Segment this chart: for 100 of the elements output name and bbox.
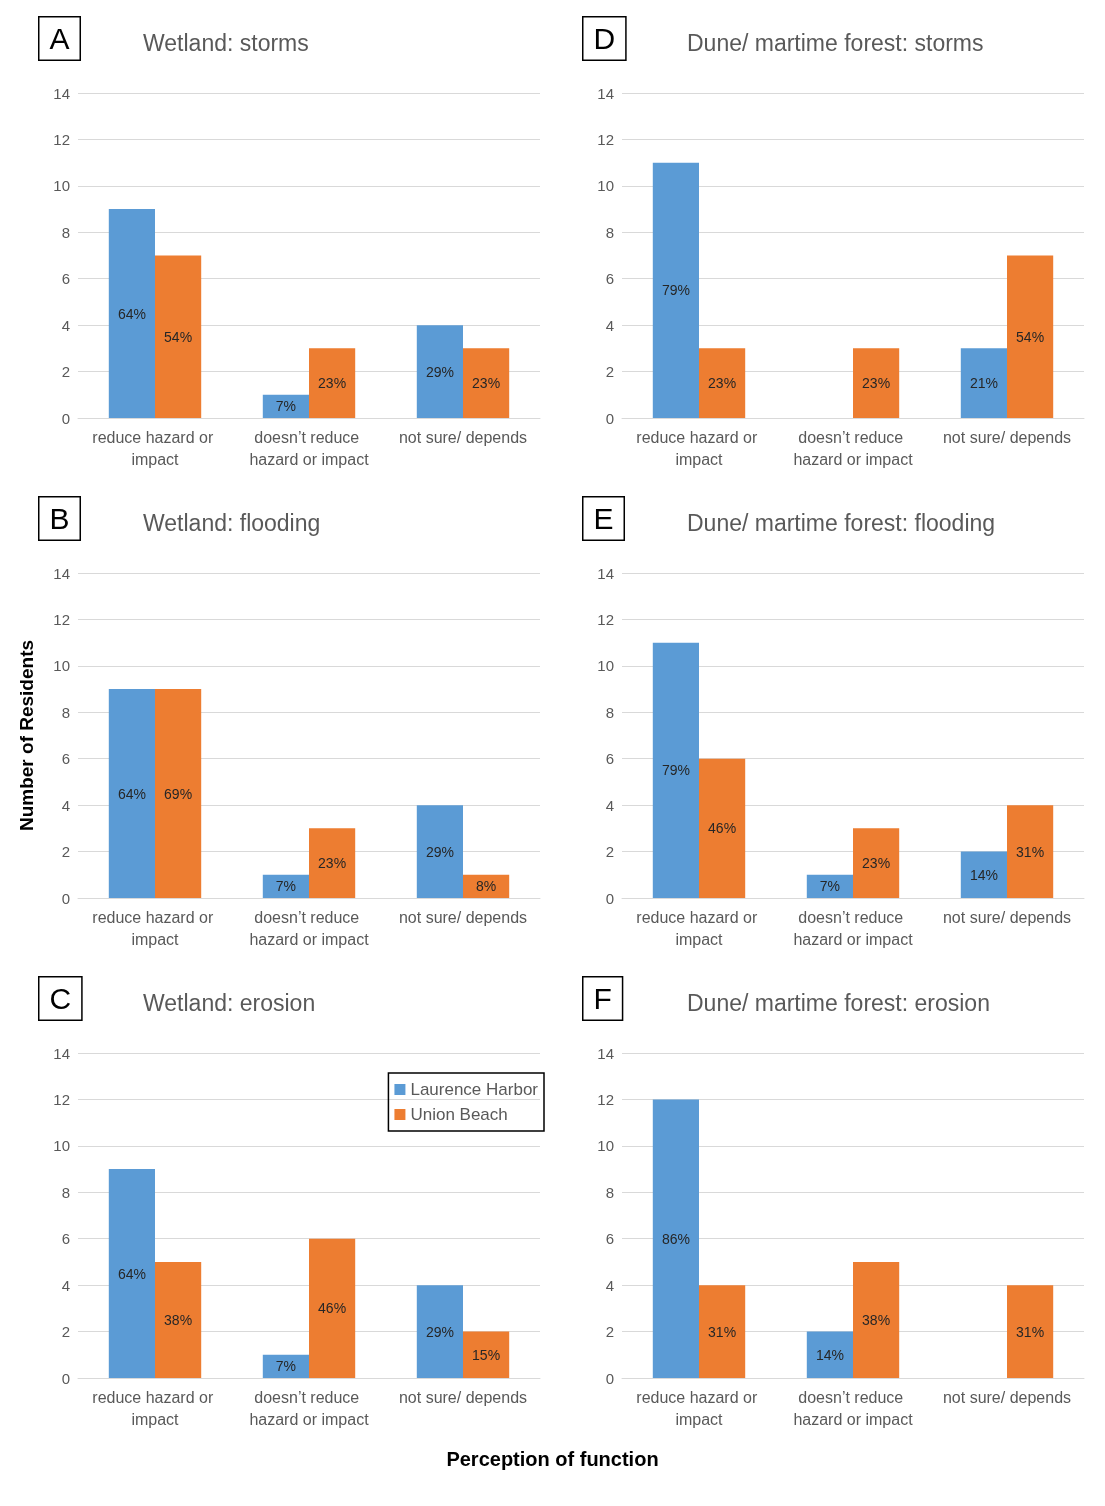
text: E xyxy=(593,502,614,535)
bar xyxy=(155,1261,202,1378)
bar xyxy=(1007,805,1054,898)
y-tick-label: 6 xyxy=(61,270,70,288)
annotation: 29% xyxy=(425,1323,454,1340)
chart-title: Wetland: storms xyxy=(143,29,309,56)
annotation: 31% xyxy=(708,1323,737,1340)
y-tick-label: 12 xyxy=(597,130,614,148)
annotation: 7% xyxy=(275,878,297,895)
y-tick-label: 2 xyxy=(61,843,70,861)
annotation: 54% xyxy=(164,328,193,345)
bar xyxy=(960,348,1007,418)
bar xyxy=(853,1261,900,1378)
x-tick-label: doesn’t reduce hazard or impact xyxy=(249,428,370,468)
y-tick-label: 14 xyxy=(53,564,70,582)
annotation: 23% xyxy=(862,375,891,392)
y-tick-label: 8 xyxy=(61,703,70,721)
text: C xyxy=(49,982,72,1015)
bar xyxy=(853,348,900,418)
text: F xyxy=(593,982,612,1015)
y-tick-label: 14 xyxy=(53,84,70,102)
y-tick-label: 0 xyxy=(61,889,70,907)
text: A xyxy=(49,22,70,55)
text: D xyxy=(593,22,616,55)
y-tick-label: 2 xyxy=(605,1323,614,1341)
annotation: 38% xyxy=(164,1311,193,1328)
bar xyxy=(108,1169,155,1378)
y-tick-label: 14 xyxy=(597,84,614,102)
annotation: 14% xyxy=(969,866,998,883)
annotation: 79% xyxy=(661,282,690,299)
y-tick-label: 10 xyxy=(53,657,70,675)
bar xyxy=(806,1331,853,1378)
annotation: 31% xyxy=(1016,1323,1045,1340)
annotation: 7% xyxy=(275,398,297,415)
annotation: 64% xyxy=(117,305,146,322)
x-tick-label: not sure/ depends xyxy=(942,908,1072,926)
y-tick-label: 6 xyxy=(605,270,614,288)
annotation: 79% xyxy=(661,762,690,779)
annotation: 23% xyxy=(862,855,891,872)
x-axis-title: Perception of function xyxy=(445,1448,660,1471)
y-tick-label: 8 xyxy=(605,223,614,241)
y-tick-label: 4 xyxy=(605,316,614,334)
bar xyxy=(309,828,356,898)
y-tick-label: 6 xyxy=(61,1230,70,1248)
bar xyxy=(463,348,510,418)
y-tick-label: 4 xyxy=(61,796,70,814)
x-tick-label: doesn’t reduce hazard or impact xyxy=(249,1388,370,1428)
y-tick-label: 14 xyxy=(597,564,614,582)
y-tick-label: 10 xyxy=(597,177,614,195)
annotation: 38% xyxy=(862,1311,891,1328)
y-tick-label: 4 xyxy=(605,1276,614,1294)
bar xyxy=(1007,1285,1054,1378)
y-tick-label: 14 xyxy=(597,1044,614,1062)
y-tick-label: 8 xyxy=(61,1183,70,1201)
y-tick-label: 12 xyxy=(597,610,614,628)
annotation: 54% xyxy=(1016,328,1045,345)
y-tick-label: 6 xyxy=(61,750,70,768)
y-tick-label: 10 xyxy=(53,177,70,195)
bar xyxy=(416,325,463,418)
annotation: 15% xyxy=(472,1346,501,1363)
x-tick-label: doesn’t reduce hazard or impact xyxy=(793,1388,914,1428)
x-tick-label: doesn’t reduce hazard or impact xyxy=(793,428,914,468)
bar xyxy=(1007,255,1054,418)
chart-title: Dune/ martime forest: erosion xyxy=(687,989,990,1016)
x-tick-label: not sure/ depends xyxy=(398,1388,528,1406)
y-tick-label: 0 xyxy=(605,889,614,907)
annotation: 21% xyxy=(969,375,998,392)
y-tick-label: 4 xyxy=(61,1276,70,1294)
annotation: 29% xyxy=(425,363,454,380)
y-tick-label: 2 xyxy=(61,1323,70,1341)
bar xyxy=(853,828,900,898)
bar xyxy=(155,255,202,418)
y-tick-label: 12 xyxy=(597,1090,614,1108)
bar xyxy=(108,689,155,898)
annotation: 7% xyxy=(819,878,841,895)
y-tick-label: 12 xyxy=(53,130,70,148)
y-tick-label: 10 xyxy=(597,657,614,675)
bar xyxy=(652,642,699,898)
bar xyxy=(309,1238,356,1378)
y-tick-label: 4 xyxy=(61,316,70,334)
x-tick-label: reduce hazard or impact xyxy=(92,1388,218,1428)
x-tick-label: reduce hazard or impact xyxy=(92,908,218,948)
annotation: 23% xyxy=(318,375,347,392)
x-tick-label: doesn’t reduce hazard or impact xyxy=(793,908,914,948)
y-tick-label: 12 xyxy=(53,1090,70,1108)
x-tick-label: reduce hazard or impact xyxy=(636,908,762,948)
y-tick-label: 8 xyxy=(605,1183,614,1201)
x-tick-label: not sure/ depends xyxy=(398,908,528,926)
y-tick-label: 2 xyxy=(605,363,614,381)
bar xyxy=(699,1285,746,1378)
annotation: 23% xyxy=(318,855,347,872)
annotation: 31% xyxy=(1016,843,1045,860)
y-tick-label: 0 xyxy=(605,1369,614,1387)
x-tick-label: reduce hazard or impact xyxy=(92,428,218,468)
legend-label: Laurence Harbor xyxy=(410,1080,539,1099)
y-tick-label: 6 xyxy=(605,750,614,768)
annotation: 29% xyxy=(425,843,454,860)
annotation: 8% xyxy=(475,878,497,895)
bar xyxy=(699,758,746,898)
bar xyxy=(416,1285,463,1378)
